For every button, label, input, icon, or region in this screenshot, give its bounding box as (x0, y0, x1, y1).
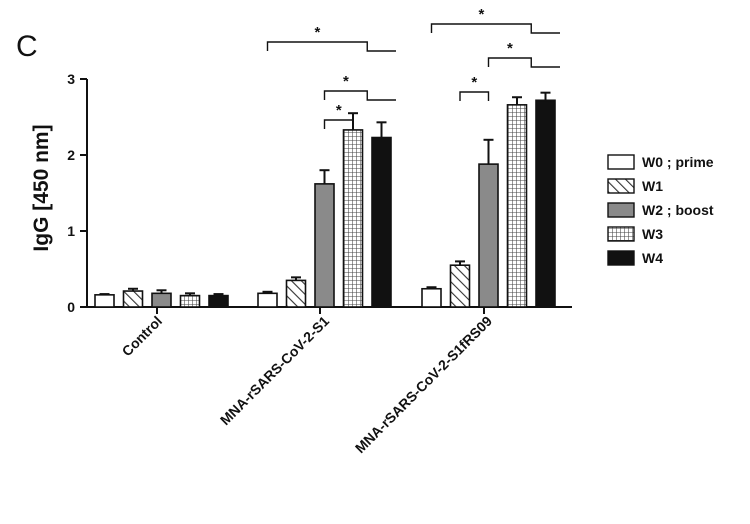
bracket-line (459, 91, 490, 101)
bar-gray-1 (314, 183, 335, 308)
significance-marker: * (478, 6, 484, 23)
bracket-line (266, 41, 396, 52)
bar-black-0 (208, 294, 229, 308)
bar-checkered-1 (342, 129, 364, 308)
legend-swatch (607, 202, 635, 218)
legend-item: W3 (607, 226, 663, 242)
bar-gray-0 (151, 292, 172, 308)
bar-open-1 (257, 292, 278, 308)
category-label: MNA-rSARS-CoV-2-S1fRS09 (352, 313, 495, 456)
legend: W0 ; prime W1 W2 ; boost W3 W4 (607, 154, 714, 266)
bar-open-2 (421, 287, 442, 308)
significance-bracket: * (323, 73, 396, 101)
legend-label: W2 ; boost (642, 202, 714, 218)
significance-marker: * (314, 24, 320, 41)
legend-swatch (607, 226, 635, 242)
bracket-line (487, 57, 560, 68)
significance-bracket: * (266, 24, 396, 52)
y-tick-label: 0 (67, 299, 75, 315)
significance-marker: * (343, 73, 349, 90)
y-tick-label: 1 (67, 223, 75, 239)
bracket-line (323, 90, 396, 101)
significance-bracket: * (487, 40, 560, 68)
significance-brackets: ****** (266, 6, 560, 129)
significance-bracket: * (323, 102, 354, 129)
bar-hatched-2 (449, 264, 471, 308)
bar-checkered-0 (179, 294, 201, 308)
significance-marker: * (507, 40, 513, 57)
legend-swatch (607, 154, 635, 170)
category-label: MNA-rSARS-CoV-2-S1 (217, 313, 332, 428)
legend-item: W4 (607, 250, 663, 266)
bar-open-0 (94, 294, 115, 308)
bar-black-2 (535, 99, 556, 308)
legend-label: W0 ; prime (642, 154, 714, 170)
bracket-line (430, 23, 560, 34)
y-axis-title: IgG [450 nm] (30, 124, 53, 251)
category-labels: Control MNA-rSARS-CoV-2-S1 MNA-rSARS-CoV-2… (119, 313, 496, 456)
bar-hatched-0 (122, 290, 144, 308)
category-label: Control (119, 313, 166, 360)
significance-bracket: * (430, 6, 560, 34)
legend-swatch (607, 250, 635, 266)
legend-label: W3 (642, 226, 663, 242)
significance-bracket: * (459, 74, 490, 101)
legend-item: W1 (607, 178, 663, 194)
legend-swatch (607, 178, 635, 194)
bar-checkered-2 (506, 104, 528, 308)
legend-label: W4 (642, 250, 663, 266)
bar-black-1 (371, 136, 392, 308)
legend-item: W2 ; boost (607, 202, 714, 218)
y-tick-label: 2 (67, 147, 75, 163)
significance-marker: * (336, 102, 342, 119)
legend-item: W0 ; prime (607, 154, 714, 170)
bar-gray-2 (478, 163, 499, 308)
y-tick-label: 3 (67, 71, 75, 87)
bars (94, 91, 556, 308)
legend-label: W1 (642, 178, 663, 194)
bar-hatched-1 (285, 279, 307, 308)
significance-marker: * (471, 74, 477, 91)
bracket-line (323, 119, 354, 129)
panel-label: C (16, 30, 38, 63)
